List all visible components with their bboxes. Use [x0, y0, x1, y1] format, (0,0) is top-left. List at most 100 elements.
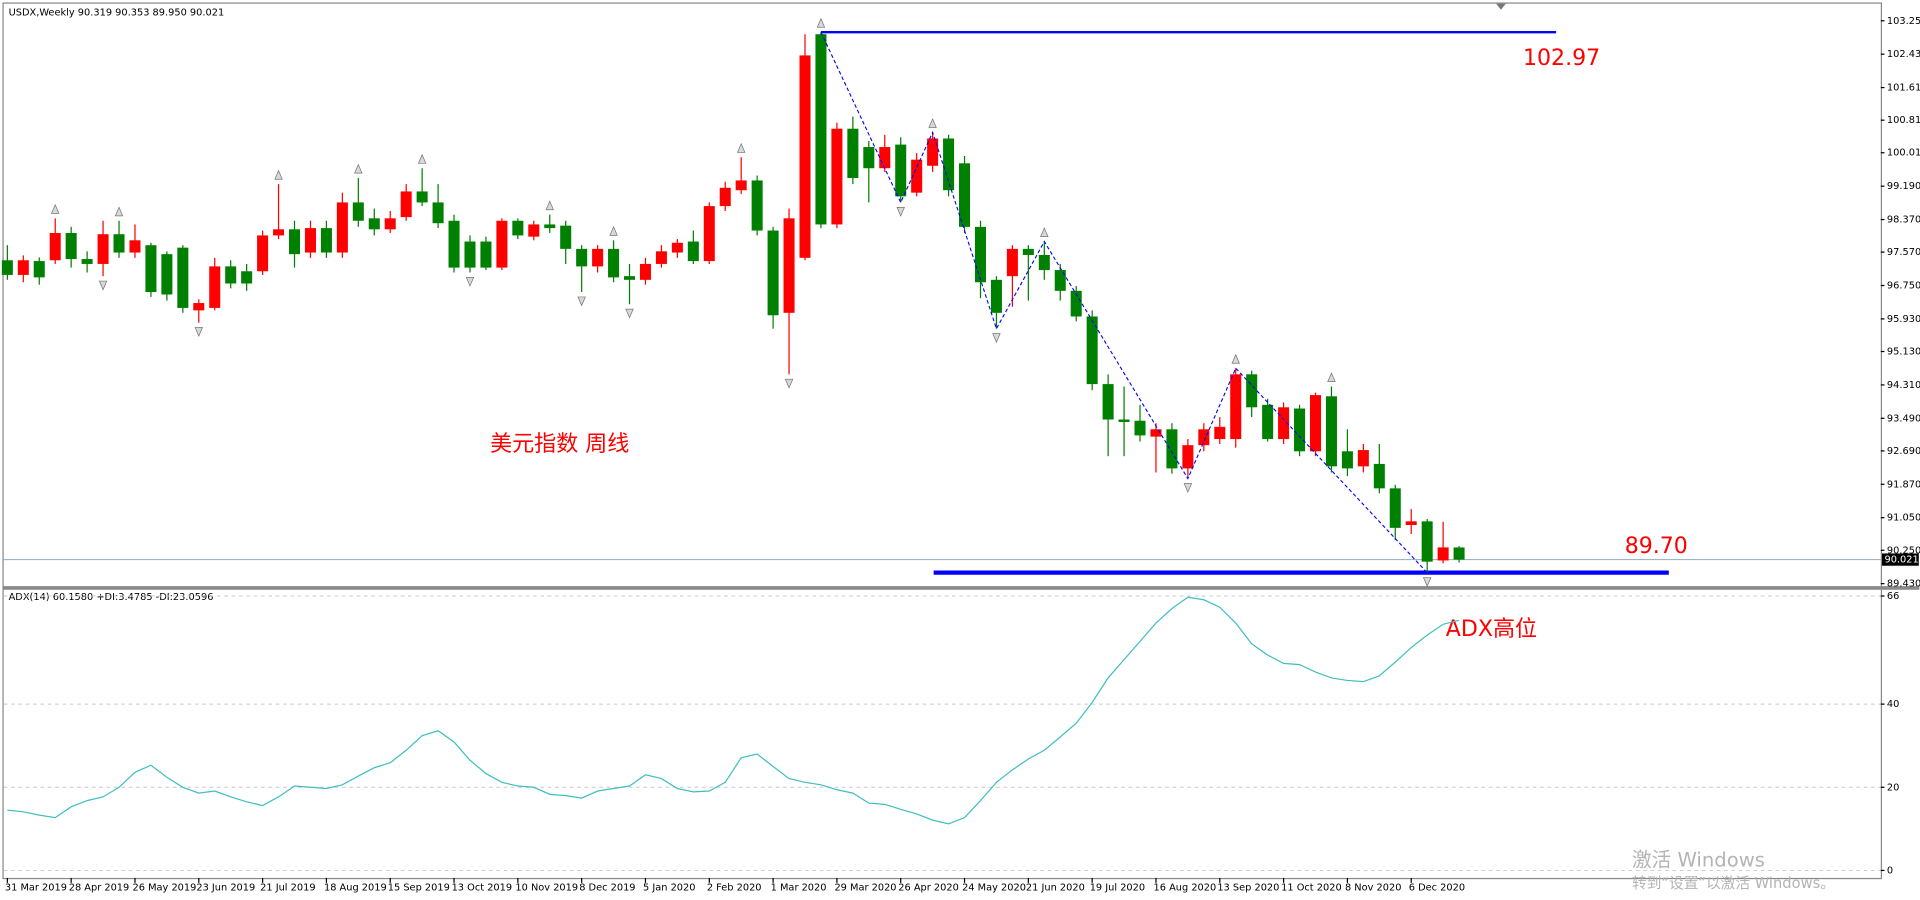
candle-body — [879, 147, 891, 169]
candle-body — [49, 232, 61, 261]
candle-body — [624, 276, 636, 280]
fractal-up — [274, 169, 283, 180]
y-tick-label: 92.690 — [1887, 446, 1920, 457]
x-tick-label: 15 Sep 2019 — [388, 883, 450, 894]
x-tick-label: 6 Dec 2020 — [1409, 883, 1465, 894]
y-tick-label: 102.430 — [1887, 49, 1920, 60]
fractal-up — [1231, 353, 1240, 364]
y-tick-label: 94.310 — [1887, 380, 1920, 391]
candle-body — [1294, 408, 1306, 452]
y-tick-label: 0 — [1887, 865, 1893, 876]
x-tick-label: 29 Mar 2020 — [834, 883, 896, 894]
fractal-down — [784, 378, 794, 389]
fractal-up — [545, 200, 554, 211]
y-tick-label: 91.050 — [1887, 513, 1920, 524]
x-tick-label: 13 Sep 2020 — [1217, 883, 1279, 894]
annotation: 美元指数 周线 — [490, 432, 629, 457]
candle-body — [911, 159, 923, 193]
candle-body — [33, 261, 45, 278]
level-label: 102.97 — [1523, 46, 1600, 71]
x-tick-label: 8 Dec 2019 — [579, 883, 635, 894]
x-tick-label: 21 Jun 2020 — [1026, 883, 1085, 894]
y-tick-label: 100.810 — [1887, 115, 1920, 126]
candle-body — [1118, 419, 1130, 422]
fractal-up — [1327, 372, 1336, 382]
fractal-down — [1183, 483, 1193, 494]
y-tick-label: 66 — [1887, 591, 1899, 602]
annotation: ADX高位 — [1446, 617, 1537, 642]
x-tick-label: 24 May 2020 — [962, 883, 1026, 894]
candle-body — [161, 254, 173, 295]
candle-body — [1405, 521, 1417, 526]
fractal-up — [928, 117, 937, 128]
fractal-down — [625, 308, 634, 319]
candle-body — [288, 229, 301, 255]
x-tick-label: 18 Aug 2019 — [324, 883, 387, 894]
candle-body — [974, 226, 987, 283]
candle-body — [927, 138, 939, 166]
candle-body — [225, 266, 237, 284]
candle-body — [320, 228, 332, 253]
candle-body — [336, 202, 348, 253]
candle-body — [863, 147, 875, 169]
candle-body — [1054, 270, 1066, 291]
candle-body — [129, 240, 141, 253]
candle-body — [576, 248, 588, 267]
candle-body — [400, 191, 412, 218]
fractal-down — [194, 327, 204, 338]
fractal-up — [736, 142, 746, 153]
x-tick-label: 13 Oct 2019 — [452, 883, 513, 894]
x-tick-label: 28 Apr 2019 — [69, 883, 130, 894]
x-tick-label: 26 May 2019 — [133, 883, 197, 894]
y-tick-label: 95.130 — [1887, 347, 1920, 358]
fractal-down — [992, 333, 1001, 344]
candle-body — [1453, 547, 1465, 560]
candle-body — [990, 279, 1002, 313]
y-tick-label: 101.610 — [1887, 83, 1920, 94]
fractal-down — [98, 280, 108, 291]
candle-body — [113, 234, 125, 253]
candle-body — [783, 218, 795, 313]
y-tick-label: 98.370 — [1887, 215, 1920, 226]
candle-body — [17, 260, 29, 275]
candle-body — [671, 242, 683, 253]
candle-body — [145, 245, 157, 293]
candle-body — [304, 228, 316, 253]
candle-body — [687, 241, 699, 262]
current-price-label: 90.021 — [1884, 555, 1918, 566]
candle-body — [209, 266, 221, 308]
candle-body — [767, 230, 779, 316]
candle-body — [273, 229, 285, 236]
y-tick-label: 40 — [1887, 699, 1899, 710]
y-tick-label: 95.930 — [1887, 314, 1920, 325]
y-tick-label: 100.010 — [1887, 148, 1920, 159]
candle-body — [448, 220, 460, 268]
candle-body — [719, 187, 731, 207]
candle-body — [799, 55, 811, 258]
candle-body — [895, 144, 907, 197]
current-price-box — [1882, 553, 1919, 566]
candle-body — [496, 220, 508, 268]
candle-body — [1246, 374, 1258, 408]
candle-body — [1022, 248, 1034, 255]
candle-body — [1357, 450, 1369, 467]
fractal-up — [50, 203, 60, 214]
candle-body — [1214, 426, 1226, 440]
candle-body — [735, 180, 747, 191]
y-tick-label: 20 — [1887, 782, 1899, 793]
candle-body — [1, 260, 13, 275]
candle-body — [1262, 404, 1274, 440]
candle-body — [257, 235, 269, 272]
x-tick-label: 19 Jul 2020 — [1090, 883, 1145, 894]
level-label: 89.70 — [1625, 534, 1688, 559]
candle-body — [1134, 420, 1146, 436]
candle-body — [384, 218, 396, 230]
fractal-down — [577, 296, 586, 307]
x-tick-label: 10 Nov 2019 — [515, 883, 578, 894]
y-tick-label: 93.490 — [1887, 413, 1920, 424]
candle-body — [1006, 248, 1018, 277]
x-tick-label: 8 Nov 2020 — [1345, 883, 1401, 894]
watermark-subtitle: 转到“设置”以激活 Windows。 — [1632, 875, 1835, 892]
candle-body — [81, 259, 93, 264]
